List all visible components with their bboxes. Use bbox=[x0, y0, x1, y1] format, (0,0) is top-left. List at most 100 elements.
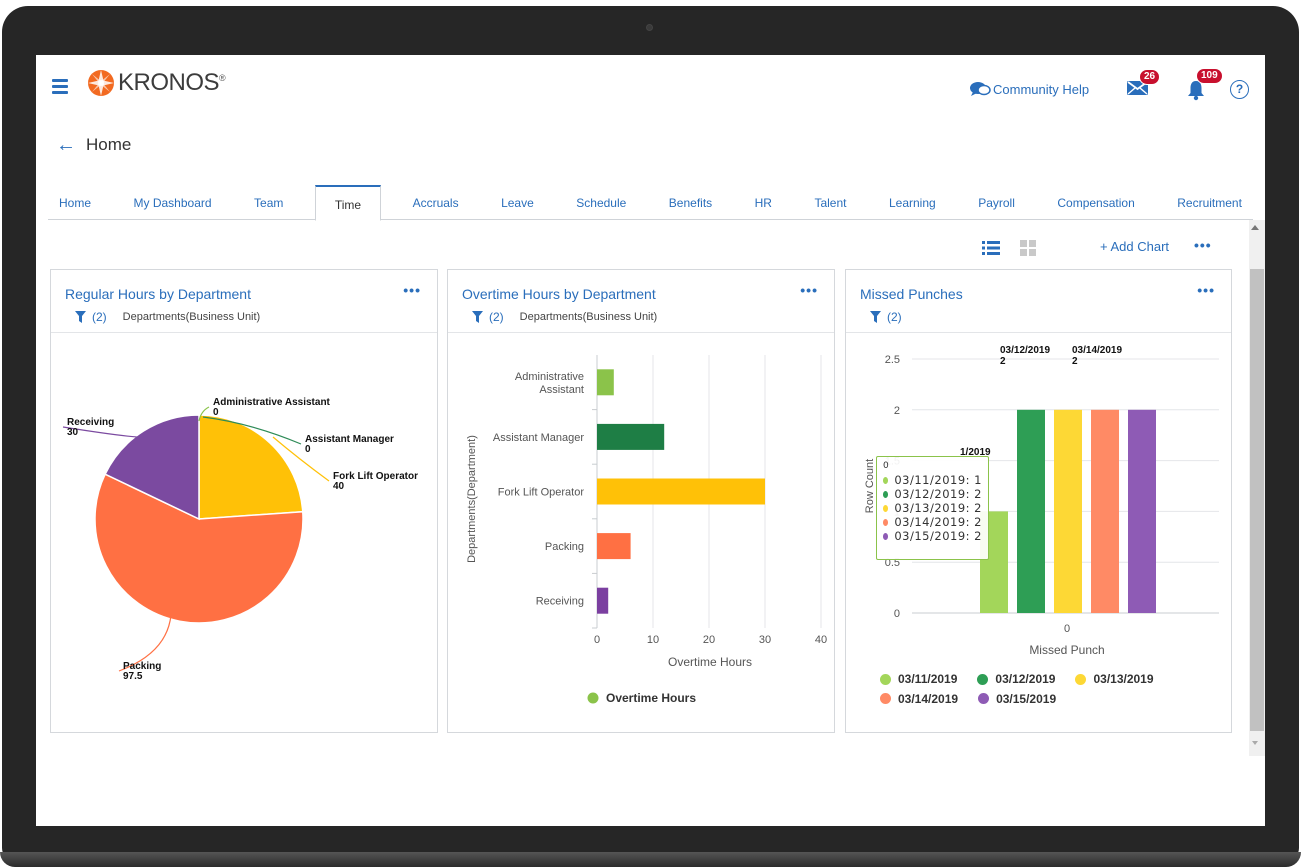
bar-receiving[interactable] bbox=[597, 587, 609, 614]
missed-punches-more-button[interactable]: ••• bbox=[1197, 282, 1215, 298]
tooltip-header: 0 bbox=[883, 461, 889, 471]
laptop-base bbox=[0, 852, 1301, 867]
kronos-logo[interactable]: KRONOS® bbox=[86, 68, 226, 98]
data-label: 03/14/2019 bbox=[1072, 345, 1122, 356]
tooltip-row-label: 03/11/2019: 1 bbox=[894, 473, 982, 487]
filter-count: (2) bbox=[92, 310, 107, 324]
legend-label-overtime-hours[interactable]: Overtime Hours bbox=[606, 691, 696, 705]
tab-compensation[interactable]: Compensation bbox=[1057, 196, 1135, 210]
pie-value-receiving: 30 bbox=[67, 427, 79, 438]
bar-administrative-assistant[interactable] bbox=[597, 369, 614, 396]
kronos-logo-mark-icon bbox=[88, 70, 114, 96]
tooltip-row: 03/11/2019: 1 bbox=[883, 473, 982, 487]
back-arrow-icon: ← bbox=[56, 134, 76, 156]
legend-item-03-14-2019[interactable]: 03/14/2019 bbox=[880, 690, 958, 708]
tooltip-row-label: 03/15/2019: 2 bbox=[894, 529, 982, 543]
scroll-thumb[interactable] bbox=[1250, 269, 1264, 731]
x-tick-label: 0 bbox=[594, 634, 600, 646]
tooltip-dot bbox=[883, 476, 889, 484]
y-tick-label-administrative-assistant: Assistant bbox=[539, 384, 584, 396]
data-label: 03/12/2019 bbox=[1000, 345, 1050, 356]
legend-item-03-11-2019[interactable]: 03/11/2019 bbox=[880, 670, 957, 688]
tooltip-row: 03/15/2019: 2 bbox=[883, 529, 982, 543]
legend-dot bbox=[1075, 673, 1087, 685]
bar-03-13-2019[interactable] bbox=[1054, 409, 1082, 613]
tab-time[interactable]: Time bbox=[314, 185, 382, 221]
filter-icon bbox=[870, 311, 881, 323]
legend-item-03-12-2019[interactable]: 03/12/2019 bbox=[977, 670, 1055, 688]
scroll-up-icon[interactable] bbox=[1251, 225, 1259, 230]
y-tick-label-fork-lift-operator: Fork Lift Operator bbox=[498, 487, 585, 499]
bar-assistant-manager[interactable] bbox=[597, 423, 665, 450]
dashboard-more-button[interactable]: ••• bbox=[1194, 237, 1212, 253]
y-tick-label-assistant-manager: Assistant Manager bbox=[493, 432, 584, 444]
regular-hours-card: Regular Hours by Department ••• (2) Depa… bbox=[50, 269, 438, 733]
tab-team[interactable]: Team bbox=[254, 196, 284, 210]
legend-dot bbox=[880, 693, 891, 704]
scroll-down-icon[interactable] bbox=[1252, 741, 1258, 745]
tab-leave[interactable]: Leave bbox=[501, 196, 534, 210]
legend-dot bbox=[880, 673, 891, 685]
tab-my-dashboard[interactable]: My Dashboard bbox=[133, 196, 212, 210]
filter-description: Departments(Business Unit) bbox=[519, 311, 658, 323]
pie-value-administrative-assistant: 0 bbox=[213, 407, 219, 418]
pie-slice-receiving[interactable] bbox=[104, 414, 200, 521]
help-icon[interactable]: ? bbox=[1230, 80, 1249, 99]
regular-hours-more-button[interactable]: ••• bbox=[403, 282, 421, 298]
y-tick-label-packing: Packing bbox=[545, 541, 584, 553]
list-view-icon[interactable] bbox=[982, 240, 1000, 261]
pie-label-packing: Packing bbox=[123, 661, 161, 672]
tab-recruitment[interactable]: Recruitment bbox=[1177, 196, 1242, 210]
overtime-hours-filter[interactable]: (2) Departments(Business Unit) bbox=[472, 310, 657, 324]
legend-label: 03/12/2019 bbox=[995, 672, 1056, 686]
legend-item-03-15-2019[interactable]: 03/15/2019 bbox=[978, 690, 1056, 708]
pie-slice-fork-lift-operator[interactable] bbox=[198, 414, 304, 520]
tab-accruals[interactable]: Accruals bbox=[412, 196, 459, 210]
messages-button[interactable]: 26 bbox=[1126, 69, 1161, 102]
back-to-home[interactable]: ← Home bbox=[56, 135, 131, 155]
tab-home[interactable]: Home bbox=[59, 196, 92, 210]
y-tick-label-administrative-assistant: Administrative bbox=[515, 371, 584, 383]
tab-payroll[interactable]: Payroll bbox=[978, 196, 1015, 210]
bar-03-15-2019[interactable] bbox=[1128, 409, 1156, 613]
tab-talent[interactable]: Talent bbox=[814, 196, 847, 210]
hamburger-menu-icon[interactable] bbox=[52, 79, 68, 94]
tab-bar: Home My Dashboard Team Time Accruals Leave Sch… bbox=[48, 185, 1253, 221]
bar-03-12-2019[interactable] bbox=[1017, 409, 1045, 613]
overtime-hours-title[interactable]: Overtime Hours by Department bbox=[462, 286, 656, 302]
card-divider bbox=[846, 332, 1231, 333]
missed-punches-filter[interactable]: (2) bbox=[870, 310, 902, 324]
tab-learning[interactable]: Learning bbox=[888, 196, 936, 210]
filter-count: (2) bbox=[887, 310, 902, 324]
chart-tooltip: 0 03/11/2019: 1 03/12/2019: 2 03/13/2019: 2… bbox=[876, 456, 989, 560]
bar-packing[interactable] bbox=[597, 533, 631, 560]
tab-hr[interactable]: HR bbox=[754, 196, 772, 210]
missed-punches-title[interactable]: Missed Punches bbox=[860, 286, 963, 302]
overtime-hours-more-button[interactable]: ••• bbox=[800, 282, 818, 298]
legend-dot-overtime-hours[interactable] bbox=[587, 692, 599, 704]
tab-schedule[interactable]: Schedule bbox=[576, 196, 627, 210]
pie-connector-administrative-assistant bbox=[198, 406, 210, 422]
regular-hours-filter[interactable]: (2) Departments(Business Unit) bbox=[75, 310, 260, 324]
tooltip-dot bbox=[883, 518, 889, 526]
x-tick-label: 30 bbox=[759, 634, 771, 646]
tooltip-dot bbox=[883, 504, 889, 512]
bar-fork-lift-operator[interactable] bbox=[597, 478, 765, 505]
regular-hours-title[interactable]: Regular Hours by Department bbox=[65, 286, 251, 302]
tooltip-dot bbox=[883, 490, 889, 498]
add-chart-button[interactable]: + Add Chart bbox=[1100, 239, 1170, 254]
legend-item-03-13-2019[interactable]: 03/13/2019 bbox=[1075, 670, 1154, 688]
overtime-hours-card: Overtime Hours by Department ••• (2) Dep… bbox=[447, 269, 835, 733]
bar-03-14-2019[interactable] bbox=[1091, 409, 1119, 613]
community-help-link[interactable]: Community Help bbox=[969, 81, 1089, 97]
tooltip-row-label: 03/12/2019: 2 bbox=[894, 487, 982, 501]
notifications-button[interactable]: 109 bbox=[1186, 68, 1223, 106]
tile-view-icon[interactable] bbox=[1020, 240, 1036, 261]
y-tick-label: 0 bbox=[894, 608, 900, 620]
tab-benefits[interactable]: Benefits bbox=[668, 196, 713, 210]
tooltip-row-label: 03/14/2019: 2 bbox=[894, 515, 982, 529]
tooltip-row: 03/14/2019: 2 bbox=[883, 515, 982, 529]
pie-slice-packing[interactable] bbox=[94, 473, 304, 624]
